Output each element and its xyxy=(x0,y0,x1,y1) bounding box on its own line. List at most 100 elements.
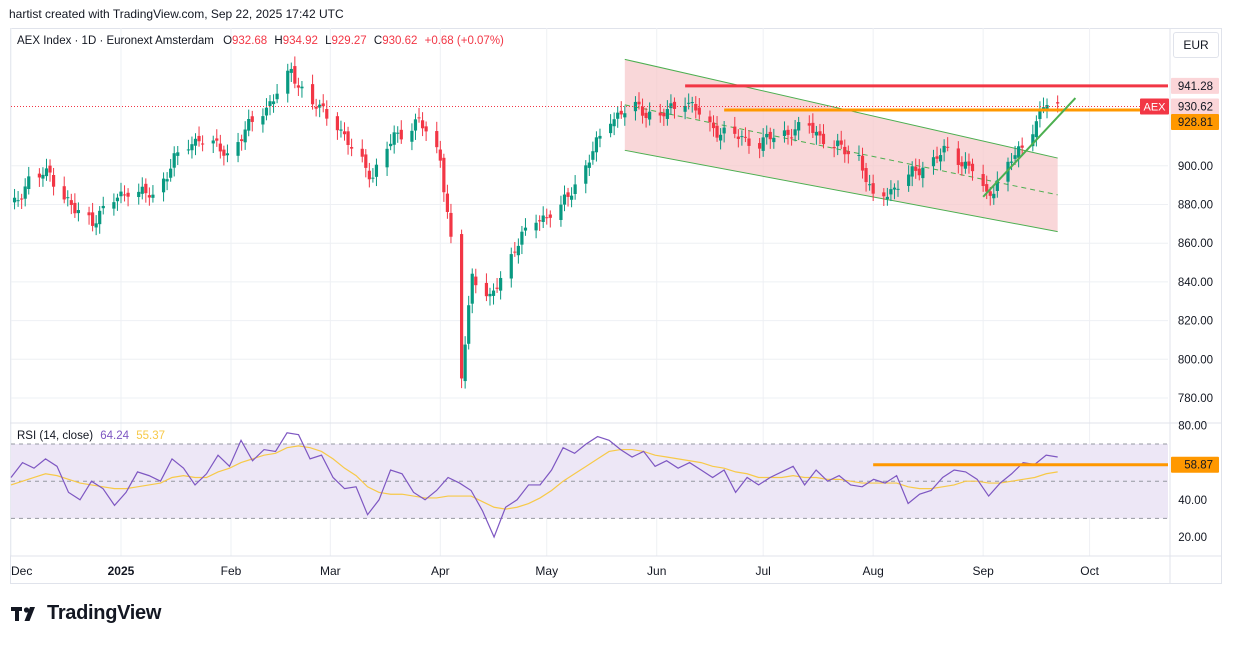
candle-body xyxy=(225,153,230,156)
candle-body xyxy=(587,162,591,168)
candle-body xyxy=(807,123,811,126)
candle-body xyxy=(12,197,17,203)
candle-body xyxy=(339,129,343,131)
candle-body xyxy=(491,290,496,296)
candle-body xyxy=(573,184,577,194)
candle-body xyxy=(98,210,102,225)
candle-body xyxy=(719,134,723,141)
candle-body xyxy=(591,151,595,160)
candle-body xyxy=(360,148,364,157)
candle-body xyxy=(946,146,950,148)
candle-body xyxy=(126,192,130,197)
candle-body xyxy=(907,174,911,186)
candle-body xyxy=(410,130,414,142)
axis-layer: 780.00 800.00 820.00 840.00 860.00 880.00 900.… xyxy=(10,28,1222,584)
time-tick-label: May xyxy=(535,564,558,578)
candle-body xyxy=(811,122,815,133)
uptrend-line xyxy=(982,97,1077,198)
change-value: +0.68 (+0.07%) xyxy=(424,35,504,47)
candle-body xyxy=(697,107,701,115)
candle-body xyxy=(832,146,836,149)
candle-body xyxy=(44,168,49,177)
candle-body xyxy=(662,112,666,117)
candle-body xyxy=(211,140,215,144)
candle-body xyxy=(520,231,524,245)
candle-body xyxy=(708,116,712,123)
resistance-price-tag-bg xyxy=(1171,77,1219,94)
low-value: 929.27 xyxy=(331,35,367,47)
candle-body xyxy=(584,165,588,184)
candle-body xyxy=(836,140,840,147)
candle-body xyxy=(27,176,31,190)
candle-body xyxy=(648,111,652,120)
candle-body xyxy=(594,137,599,153)
candle-body xyxy=(364,154,368,168)
currency-button[interactable]: EUR xyxy=(1173,32,1219,58)
candle-body xyxy=(889,189,893,195)
candle-body xyxy=(392,132,396,145)
candle-body xyxy=(509,254,513,279)
candle-body xyxy=(374,164,379,177)
candle-body xyxy=(644,112,648,119)
candle-body xyxy=(818,131,822,136)
candle-body xyxy=(797,122,801,131)
support-price-tag-bg xyxy=(1171,114,1219,131)
candle-body xyxy=(176,152,180,156)
time-tick-label: Mar xyxy=(320,564,341,578)
rsi-title[interactable]: RSI (14, close) xyxy=(17,430,94,442)
candle-body xyxy=(186,149,190,151)
candle-body xyxy=(740,136,744,138)
candle-body xyxy=(122,194,127,196)
time-tick-label: Feb xyxy=(221,564,242,578)
price-tick-label: 900.00 xyxy=(1178,161,1213,173)
candle-body xyxy=(69,200,73,205)
candle-body xyxy=(271,101,276,105)
candle-body xyxy=(619,110,623,115)
candle-body xyxy=(616,112,620,119)
tradingview-wordmark: TradingView xyxy=(47,602,162,624)
candle-body xyxy=(839,140,843,145)
candle-body xyxy=(371,177,375,179)
candle-body xyxy=(534,222,538,231)
candle-body xyxy=(1006,161,1010,182)
candle-body xyxy=(420,120,425,129)
candle-body xyxy=(172,153,176,168)
candle-body xyxy=(215,138,219,141)
candle-body xyxy=(335,116,340,131)
candle-body xyxy=(264,107,269,116)
candle-body xyxy=(318,104,322,108)
symbol-tag: AEX xyxy=(1143,102,1166,114)
candle-body xyxy=(190,144,194,151)
tradingview-logo: TradingView xyxy=(11,602,161,625)
candle-body xyxy=(467,305,471,344)
candle-body xyxy=(1013,155,1017,159)
candle-body xyxy=(758,143,762,149)
candle-body xyxy=(566,192,570,197)
candle-body xyxy=(1034,121,1038,138)
rsi-value: 64.24 xyxy=(100,430,130,442)
price-tick-label: 820.00 xyxy=(1178,316,1213,328)
candle-body xyxy=(562,194,567,205)
candle-body xyxy=(137,191,141,198)
candle-body xyxy=(499,277,503,291)
candle-body xyxy=(963,161,968,169)
candle-body xyxy=(350,147,354,149)
rsi-level-tag-bg xyxy=(1171,456,1219,473)
candle-body xyxy=(988,191,992,196)
candle-body xyxy=(296,85,300,88)
candle-body xyxy=(569,195,574,200)
candle-body xyxy=(87,212,91,216)
candle-body xyxy=(743,136,748,138)
rsi-tick-label: 20.00 xyxy=(1178,532,1207,544)
symbol-title[interactable]: AEX Index · 1D · Euronext Amsterdam xyxy=(17,35,214,47)
candle-body xyxy=(960,162,964,167)
candle-body xyxy=(147,195,151,198)
candle-body xyxy=(640,106,645,116)
candle-body xyxy=(864,168,868,183)
candle-body xyxy=(325,108,329,119)
ohlc-legend: AEX Index · 1D · Euronext Amsterdam O932… xyxy=(17,35,504,47)
candle-body xyxy=(23,186,27,199)
candle-body xyxy=(385,148,389,168)
candle-body xyxy=(342,131,347,135)
